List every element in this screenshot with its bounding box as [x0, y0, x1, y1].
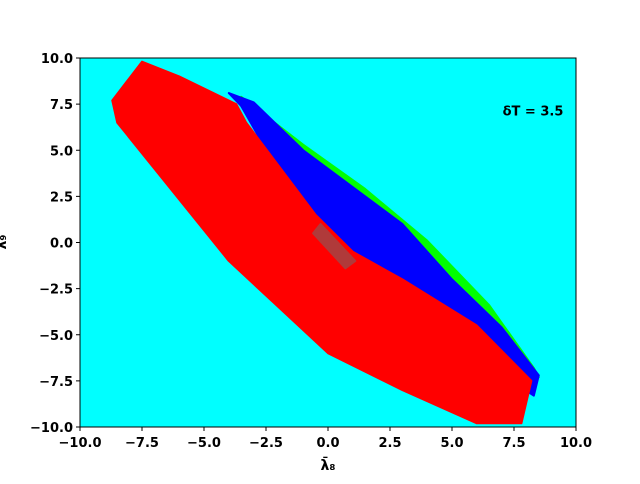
x-tick-label: 0.0: [316, 436, 339, 451]
x-tick-label: 2.5: [378, 436, 401, 451]
y-tick-label: −5.0: [39, 329, 73, 344]
x-tick-label: 7.5: [502, 436, 525, 451]
x-tick-label: −2.5: [249, 436, 283, 451]
y-tick-label: 10.0: [41, 52, 73, 67]
y-axis-label: λ̄₉: [0, 235, 10, 250]
y-tick-label: −2.5: [39, 283, 73, 298]
x-axis-label: λ̄₈: [321, 455, 336, 474]
x-tick-label: 5.0: [440, 436, 463, 451]
x-tick-label: −7.5: [125, 436, 159, 451]
point-cloud: [312, 223, 357, 270]
annotation: δT = 3.5: [503, 105, 564, 120]
y-tick-label: −7.5: [39, 375, 73, 390]
y-tick-label: −10.0: [30, 421, 73, 436]
y-tick-label: 0.0: [50, 237, 73, 252]
x-tick-label: −5.0: [187, 436, 221, 451]
y-tick-label: 5.0: [50, 144, 73, 159]
x-tick-label: −10.0: [59, 436, 102, 451]
y-tick-label: 7.5: [50, 98, 73, 113]
x-tick-label: 10.0: [560, 436, 592, 451]
y-tick-label: 2.5: [50, 190, 73, 205]
